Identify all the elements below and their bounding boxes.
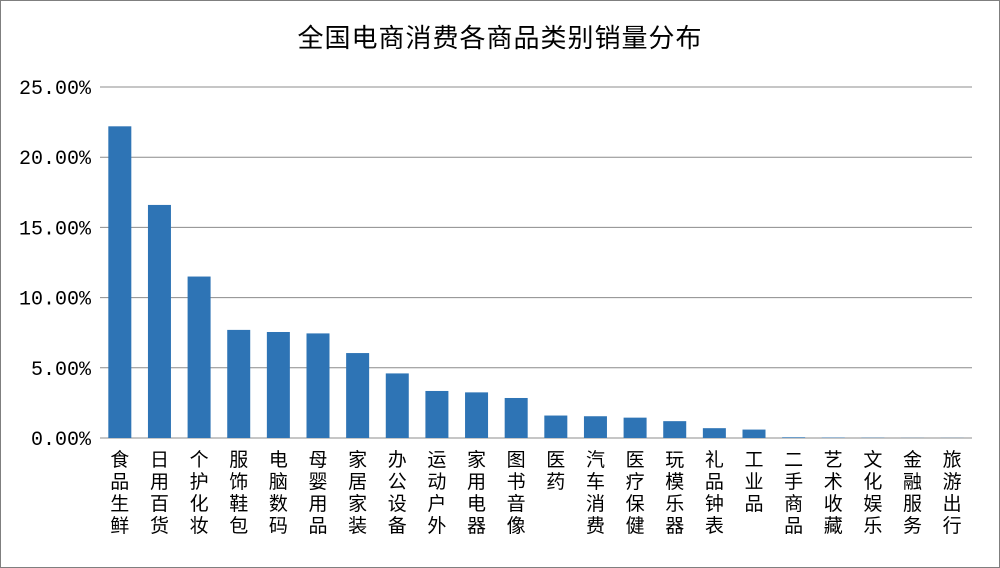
category-label: 个护化妆 [190, 449, 209, 537]
category-label: 礼品钟表 [705, 449, 724, 537]
bar [425, 390, 449, 438]
category-label: 家用电器 [467, 449, 486, 537]
bar [504, 397, 528, 438]
y-tick-label: 15.00% [19, 218, 92, 241]
category-label: 办公设备 [388, 449, 407, 537]
category-label: 图书音像 [507, 449, 526, 537]
category-label: 母婴用品 [308, 449, 327, 537]
bar [544, 415, 568, 438]
y-tick-label: 0.00% [31, 429, 92, 452]
category-label: 旅游出行 [943, 449, 962, 537]
bar [782, 437, 806, 438]
category-label: 医疗保健 [626, 449, 645, 537]
category-label: 医药 [546, 449, 565, 493]
bar [465, 392, 489, 438]
category-label: 金融服务 [903, 449, 922, 537]
category-label: 工业品 [744, 449, 763, 515]
bar [385, 373, 409, 438]
bar [306, 333, 330, 438]
bar [742, 429, 766, 438]
y-tick-label: 25.00% [19, 78, 92, 101]
bar [266, 331, 290, 438]
y-tick-label: 5.00% [31, 359, 92, 382]
y-tick-label: 20.00% [19, 148, 92, 171]
bar [147, 204, 171, 438]
chart-title: 全国电商消费各商品类别销量分布 [297, 24, 703, 54]
bar [227, 329, 251, 438]
category-label: 汽车消费 [586, 449, 605, 537]
bar [623, 417, 647, 438]
bar [187, 276, 211, 438]
category-label: 运动户外 [427, 449, 446, 537]
bar [108, 126, 132, 438]
category-label: 服饰鞋包 [229, 449, 248, 537]
y-tick-label: 10.00% [19, 289, 92, 312]
bar [346, 353, 370, 438]
bar [663, 421, 687, 438]
bar [583, 416, 607, 438]
category-label: 文化娱乐 [863, 449, 882, 537]
category-label: 电脑数码 [269, 449, 288, 537]
category-label: 家居家装 [348, 449, 367, 537]
category-label: 日用百货 [150, 449, 169, 537]
category-label: 玩模乐器 [665, 449, 684, 537]
category-label: 食品生鲜 [110, 449, 129, 537]
category-label: 艺术收藏 [824, 449, 843, 537]
category-label: 二手商品 [784, 449, 803, 537]
bar [702, 428, 726, 438]
